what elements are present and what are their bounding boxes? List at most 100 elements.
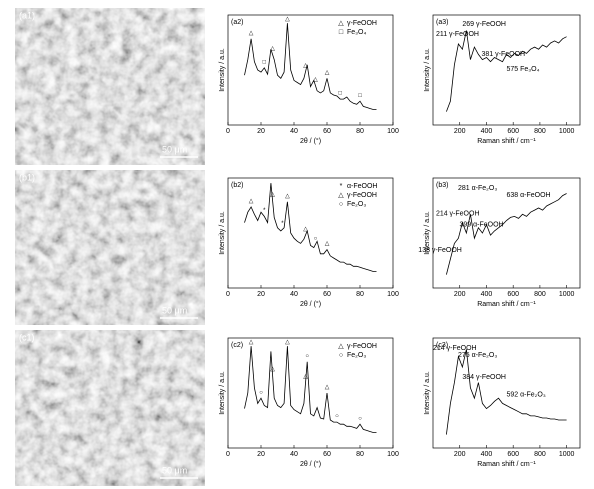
spectrum-line (446, 30, 567, 112)
y-axis-label: Intensity / a.u. (219, 211, 226, 255)
peak-annotation: 575 Fe₃O₄ (507, 66, 540, 73)
legend-label: α-FeOOH (347, 183, 378, 190)
x-axis-label: 2θ / (°) (300, 137, 321, 145)
y-axis-label: Intensity / a.u. (219, 371, 226, 415)
chart-panel: (a3) 200 400 600 800 1000 Raman shift / cm⁻¹ In… (424, 14, 581, 145)
x-tick-label: 100 (387, 291, 399, 298)
scale-label: 50 μm (162, 144, 187, 154)
x-tick-label: 60 (323, 291, 331, 298)
panel-title: (c3) (436, 342, 448, 349)
peak-marker: * (281, 221, 284, 227)
peak-marker: ○ (259, 390, 263, 396)
x-tick-label: 0 (226, 451, 230, 458)
panel-title: (c2) (231, 342, 243, 349)
peak-marker: △ (249, 199, 254, 205)
peak-annotation: 399 α-FeOOH (459, 222, 503, 229)
x-tick-label: 400 (481, 451, 493, 458)
chart-panel: (b3) 200 400 600 800 1000 Raman shift / cm⁻¹ In… (418, 177, 581, 308)
x-tick-label: 40 (290, 128, 298, 135)
legend-symbol: * (340, 183, 343, 190)
image-label: (a1) (19, 10, 35, 20)
sem-photo (15, 170, 205, 325)
x-tick-label: 100 (387, 128, 399, 135)
x-tick-label: 600 (507, 291, 519, 298)
peak-marker: △ (313, 77, 318, 83)
spectrum-line (244, 183, 377, 272)
panel-title: (b2) (231, 182, 243, 189)
sem-image-a1: (a1) 50 μm (15, 8, 205, 165)
x-tick-label: 600 (507, 451, 519, 458)
sem-photo (15, 8, 205, 165)
peak-marker: □ (338, 91, 342, 97)
plot-frame (227, 14, 394, 126)
peak-marker: △ (270, 366, 275, 372)
x-tick-label: 1000 (559, 451, 575, 458)
peak-annotation: 269 γ-FeOOH (462, 21, 506, 28)
plot-frame (227, 337, 394, 449)
x-tick-label: 100 (387, 451, 399, 458)
peak-marker: △ (249, 30, 254, 36)
peak-annotation: 381 γ-FeOOH (482, 51, 526, 58)
spectrum-line (244, 346, 377, 433)
x-axis-label: Raman shift / cm⁻¹ (477, 301, 536, 308)
peak-marker: △ (325, 70, 330, 76)
plot-frame (432, 177, 581, 289)
panel-title: (a3) (436, 19, 448, 26)
x-tick-label: 40 (290, 451, 298, 458)
sem-photo (15, 330, 205, 486)
peak-marker: * (263, 208, 266, 214)
x-tick-label: 20 (257, 291, 265, 298)
x-tick-label: 1000 (559, 291, 575, 298)
legend-label: γ-FeOOH (347, 343, 377, 350)
x-tick-label: 20 (257, 451, 265, 458)
legend-symbol: ○ (339, 352, 343, 359)
chart-panel: (a2) 0 20 40 60 80 100 2θ / (°) Intensity / a.u.… (219, 14, 399, 145)
legend-symbol: ○ (339, 201, 343, 208)
peak-annotation: 138 γ-FeOOH (418, 247, 462, 254)
legend-symbol: △ (338, 343, 344, 350)
peak-marker: △ (303, 63, 308, 69)
peak-annotation: 275 α-Fe₂O₃ (458, 352, 497, 359)
image-label: (b1) (19, 172, 35, 182)
peak-annotation: 211 γ-FeOOH (436, 31, 479, 38)
x-tick-label: 0 (226, 291, 230, 298)
scale-label: 50 μm (162, 305, 187, 315)
image-label: (c1) (19, 332, 35, 342)
sem-image-c1: (c1) 50 μm (15, 330, 205, 486)
peak-annotation: 638 α-FeOOH (507, 192, 551, 199)
x-axis-label: Raman shift / cm⁻¹ (477, 138, 536, 145)
x-tick-label: 600 (507, 128, 519, 135)
y-axis-label: Intensity / a.u. (424, 211, 431, 255)
spectrum-line (446, 349, 567, 435)
peak-marker: △ (270, 46, 275, 52)
x-tick-label: 80 (356, 451, 364, 458)
peak-marker: △ (270, 192, 275, 198)
x-axis-label: 2θ / (°) (300, 460, 321, 468)
x-tick-label: 80 (356, 128, 364, 135)
plot-frame (432, 337, 581, 449)
peak-marker: ○ (358, 416, 362, 422)
x-tick-label: 40 (290, 291, 298, 298)
x-tick-label: 20 (257, 128, 265, 135)
x-tick-label: 800 (534, 291, 546, 298)
legend-label: Fe₂O₃ (347, 352, 366, 359)
peak-marker: △ (325, 385, 330, 391)
peak-marker: △ (249, 340, 254, 346)
peak-annotation: 384 γ-FeOOH (462, 374, 506, 381)
y-axis-label: Intensity / a.u. (424, 48, 431, 92)
chart-panel: (b2) 0 20 40 60 80 100 2θ / (°) Intensity / a.u.… (219, 177, 399, 308)
x-tick-label: 200 (454, 128, 466, 135)
x-axis-label: Raman shift / cm⁻¹ (477, 461, 536, 468)
chart-panel: (c2) 0 20 40 60 80 100 2θ / (°) Intensity / a.u.… (219, 337, 399, 468)
peak-marker: △ (285, 17, 290, 23)
x-tick-label: 800 (534, 128, 546, 135)
x-axis-label: 2θ / (°) (300, 300, 321, 308)
x-tick-label: 60 (323, 128, 331, 135)
panel-title: (a2) (231, 19, 243, 26)
scale-label: 50 μm (162, 465, 187, 475)
plot-frame (432, 14, 581, 126)
x-tick-label: 200 (454, 291, 466, 298)
x-tick-label: 800 (534, 451, 546, 458)
peak-marker: □ (358, 93, 362, 99)
peak-marker: △ (303, 374, 308, 380)
